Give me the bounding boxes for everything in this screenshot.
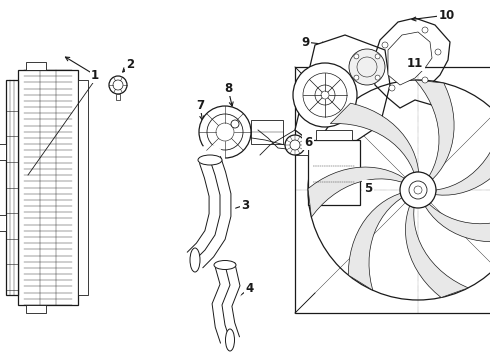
Circle shape <box>422 27 428 33</box>
Circle shape <box>354 75 359 80</box>
Circle shape <box>231 120 239 128</box>
Bar <box>308 140 360 205</box>
Text: 11: 11 <box>407 57 423 69</box>
Bar <box>26 62 46 70</box>
Bar <box>6 80 18 295</box>
Ellipse shape <box>198 155 222 165</box>
Polygon shape <box>425 204 490 242</box>
Ellipse shape <box>190 248 200 272</box>
Circle shape <box>349 49 385 85</box>
Ellipse shape <box>199 106 251 158</box>
Bar <box>0 215 6 231</box>
Polygon shape <box>388 32 432 85</box>
Bar <box>0 144 6 160</box>
Ellipse shape <box>214 261 236 270</box>
Circle shape <box>109 76 127 94</box>
Circle shape <box>285 135 305 155</box>
Text: 10: 10 <box>439 9 455 22</box>
Circle shape <box>354 54 359 59</box>
Bar <box>251 120 283 144</box>
Bar <box>18 70 78 305</box>
Bar <box>316 130 352 140</box>
Circle shape <box>382 42 388 48</box>
Text: 7: 7 <box>196 99 204 112</box>
Circle shape <box>422 77 428 83</box>
Text: 4: 4 <box>246 282 254 294</box>
Bar <box>78 80 88 295</box>
Text: 5: 5 <box>364 181 372 194</box>
Polygon shape <box>295 35 390 145</box>
Circle shape <box>293 63 357 127</box>
Bar <box>296 145 308 155</box>
Circle shape <box>400 172 436 208</box>
Ellipse shape <box>225 329 235 351</box>
Polygon shape <box>436 119 490 195</box>
Text: 3: 3 <box>241 198 249 212</box>
Text: 2: 2 <box>126 58 134 71</box>
Polygon shape <box>308 167 404 217</box>
Text: 6: 6 <box>304 135 312 149</box>
Polygon shape <box>348 193 402 290</box>
Circle shape <box>435 49 441 55</box>
Polygon shape <box>415 80 454 179</box>
Bar <box>26 305 46 313</box>
Circle shape <box>375 54 380 59</box>
Text: 9: 9 <box>301 36 309 49</box>
Text: 8: 8 <box>224 81 232 95</box>
Circle shape <box>389 85 395 91</box>
Circle shape <box>375 75 380 80</box>
Bar <box>295 67 490 313</box>
Text: 1: 1 <box>91 68 99 81</box>
Polygon shape <box>330 103 418 172</box>
Polygon shape <box>406 206 468 297</box>
Bar <box>116 94 120 100</box>
